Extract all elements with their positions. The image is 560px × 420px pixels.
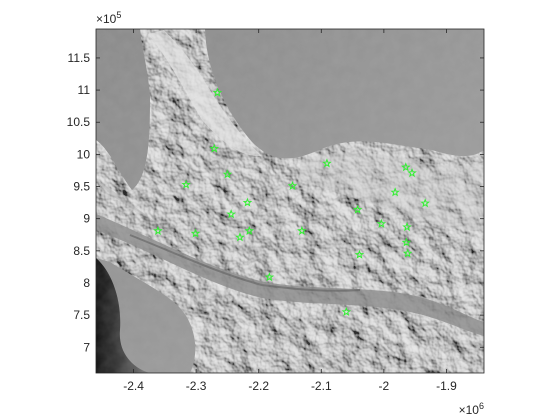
station-markers bbox=[153, 87, 430, 316]
y-tick-label: 9 bbox=[83, 212, 90, 226]
x-tick-label: -2 bbox=[379, 379, 390, 393]
x-tick-label: -1.9 bbox=[436, 379, 457, 393]
station-star-marker bbox=[212, 87, 223, 97]
y-tick-label: 9.5 bbox=[73, 180, 90, 194]
station-star-marker bbox=[297, 225, 307, 235]
station-star-marker bbox=[287, 180, 298, 190]
y-tick-label: 10 bbox=[77, 147, 91, 161]
station-star-marker bbox=[376, 218, 387, 228]
station-star-marker bbox=[242, 197, 253, 207]
station-star-marker bbox=[354, 249, 365, 259]
station-star-marker bbox=[244, 225, 255, 235]
station-star-marker bbox=[226, 209, 236, 219]
station-star-marker bbox=[222, 169, 233, 179]
y-tick-label: 7.5 bbox=[73, 308, 90, 322]
station-star-marker bbox=[264, 272, 275, 282]
station-star-marker bbox=[153, 225, 163, 235]
x-tick-label: -2.2 bbox=[248, 379, 269, 393]
station-star-marker bbox=[341, 306, 352, 316]
x-tick-label: -2.1 bbox=[311, 379, 332, 393]
station-star-marker bbox=[400, 162, 411, 172]
station-star-marker bbox=[352, 204, 363, 214]
station-star-marker bbox=[401, 237, 412, 247]
terrain-map bbox=[96, 29, 484, 373]
y-tick-label: 8 bbox=[83, 276, 90, 290]
y-tick-label: 7 bbox=[83, 340, 90, 354]
y-tick-label: 11 bbox=[78, 83, 91, 97]
plot-frame bbox=[95, 28, 485, 374]
station-star-marker bbox=[181, 179, 191, 189]
station-star-marker bbox=[402, 222, 412, 232]
y-tick-label: 8.5 bbox=[73, 244, 90, 258]
station-star-marker bbox=[190, 228, 201, 238]
station-star-marker bbox=[322, 158, 332, 168]
y-tick-label: 11.5 bbox=[68, 51, 91, 65]
x-axis: -2.4 -2.3 -2.2 -2.1 -2 -1.9 bbox=[123, 29, 457, 393]
station-star-marker bbox=[420, 198, 430, 208]
x-tick-label: -2.4 bbox=[123, 379, 144, 393]
station-star-marker bbox=[235, 232, 245, 242]
station-star-marker bbox=[402, 248, 413, 258]
station-star-marker bbox=[209, 143, 220, 153]
y-tick-label: 10.5 bbox=[67, 115, 91, 129]
y-exponent-label: ×105 bbox=[96, 10, 121, 26]
y-axis: 7 7.5 8 8.5 9 9.5 10 10.5 11 11.5 bbox=[67, 51, 484, 354]
x-tick-label: -2.3 bbox=[186, 379, 207, 393]
station-star-marker bbox=[407, 168, 417, 178]
station-star-marker bbox=[390, 187, 400, 197]
x-exponent-label: ×106 bbox=[459, 401, 484, 417]
